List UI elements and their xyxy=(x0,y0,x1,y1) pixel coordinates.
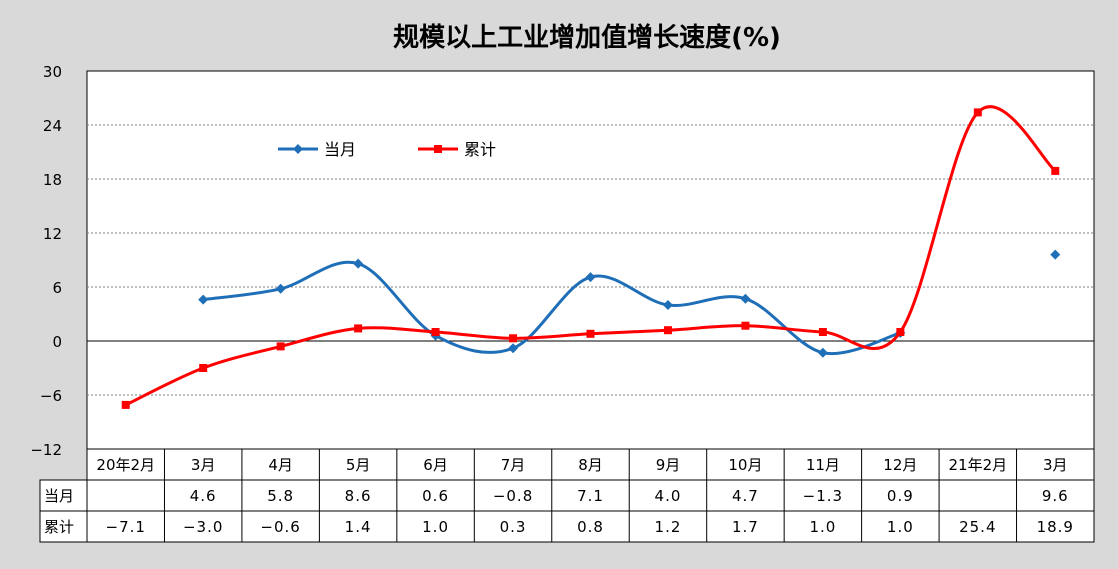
data-point-累计 xyxy=(199,364,208,372)
data-point-累计 xyxy=(121,400,130,409)
x-category-label: 20年2月 xyxy=(96,456,155,474)
y-tick-label: −6 xyxy=(40,387,62,405)
data-point-累计 xyxy=(586,329,595,338)
data-point-累计 xyxy=(973,108,982,117)
x-category-label: 10月 xyxy=(728,456,762,474)
table-value: −3.0 xyxy=(183,518,223,536)
legend-label: 当月 xyxy=(324,140,356,159)
table-value: 1.4 xyxy=(345,518,372,536)
data-point-累计 xyxy=(1051,166,1060,175)
data-point-累计 xyxy=(741,321,750,330)
table-value: −0.8 xyxy=(493,487,533,505)
table-value: 1.7 xyxy=(732,518,759,536)
y-tick-label: 6 xyxy=(52,279,62,297)
x-category-label: 11月 xyxy=(806,456,840,474)
table-value: 25.4 xyxy=(959,518,996,536)
data-point-当月 xyxy=(275,283,286,294)
x-category-label: 5月 xyxy=(346,456,371,474)
legend-label: 累计 xyxy=(464,140,496,159)
table-value: 0.8 xyxy=(577,518,604,536)
legend-marker xyxy=(293,144,303,154)
y-tick-label: 18 xyxy=(43,171,62,189)
x-category-label: 9月 xyxy=(656,456,681,474)
table-value: 4.7 xyxy=(732,487,759,505)
y-tick-label: 12 xyxy=(43,225,62,243)
table-value: 0.9 xyxy=(887,487,914,505)
table-body xyxy=(86,448,1095,543)
data-point-累计 xyxy=(663,326,672,335)
x-category-label: 12月 xyxy=(883,456,917,474)
x-category-label: 8月 xyxy=(578,456,603,474)
table-value: 1.2 xyxy=(655,518,682,536)
data-point-当月 xyxy=(817,347,828,358)
table-value: 0.3 xyxy=(500,518,527,536)
data-point-当月 xyxy=(585,272,596,283)
y-tick-label: −12 xyxy=(30,441,62,459)
table-value: 18.9 xyxy=(1037,518,1074,536)
y-axis-ticks: 30 24 18 12 6 0 −6 −12 xyxy=(30,63,62,459)
data-point-当月 xyxy=(1050,249,1061,260)
x-category-label: 21年2月 xyxy=(948,456,1007,474)
data-point-当月 xyxy=(740,293,751,304)
table-value: 8.6 xyxy=(345,487,372,505)
data-point-累计 xyxy=(818,328,827,336)
x-category-label: 7月 xyxy=(501,456,526,474)
series-lines xyxy=(121,105,1061,409)
data-point-累计 xyxy=(431,328,440,336)
table-value: −1.3 xyxy=(803,487,843,505)
data-point-累计 xyxy=(276,342,285,351)
y-tick-label: 0 xyxy=(52,333,62,351)
chart-title: 规模以上工业增加值增长速度(%) xyxy=(393,22,781,53)
table-row-label: 累计 xyxy=(44,518,74,536)
table-value: 4.6 xyxy=(190,487,217,505)
table-value: 0.6 xyxy=(422,487,449,505)
data-point-当月 xyxy=(508,343,519,354)
gridlines xyxy=(87,124,1094,396)
x-category-label: 3月 xyxy=(191,456,216,474)
table-row-label: 当月 xyxy=(44,487,74,505)
table-value: 1.0 xyxy=(887,518,914,536)
legend: 当月 累计 xyxy=(278,140,496,159)
x-category-label: 4月 xyxy=(268,456,293,474)
y-tick-label: 30 xyxy=(43,63,62,81)
x-category-label: 6月 xyxy=(423,456,448,474)
table-value: 5.8 xyxy=(267,487,294,505)
table-value: −0.6 xyxy=(260,518,300,536)
data-point-当月 xyxy=(662,300,673,310)
plot-area xyxy=(86,70,1095,450)
x-category-label: 3月 xyxy=(1043,456,1068,474)
data-point-累计 xyxy=(354,324,363,333)
data-point-当月 xyxy=(353,258,364,269)
data-point-当月 xyxy=(198,294,209,305)
legend-marker xyxy=(434,145,442,153)
table-value: 7.1 xyxy=(577,487,604,505)
y-tick-label: 24 xyxy=(43,117,62,135)
table-value: −7.1 xyxy=(106,518,146,536)
table-value: 1.0 xyxy=(422,518,449,536)
table-value: 1.0 xyxy=(809,518,836,536)
table-value: 9.6 xyxy=(1042,487,1069,505)
data-point-累计 xyxy=(896,328,905,336)
data-point-累计 xyxy=(509,334,518,343)
table-value: 4.0 xyxy=(655,487,682,505)
